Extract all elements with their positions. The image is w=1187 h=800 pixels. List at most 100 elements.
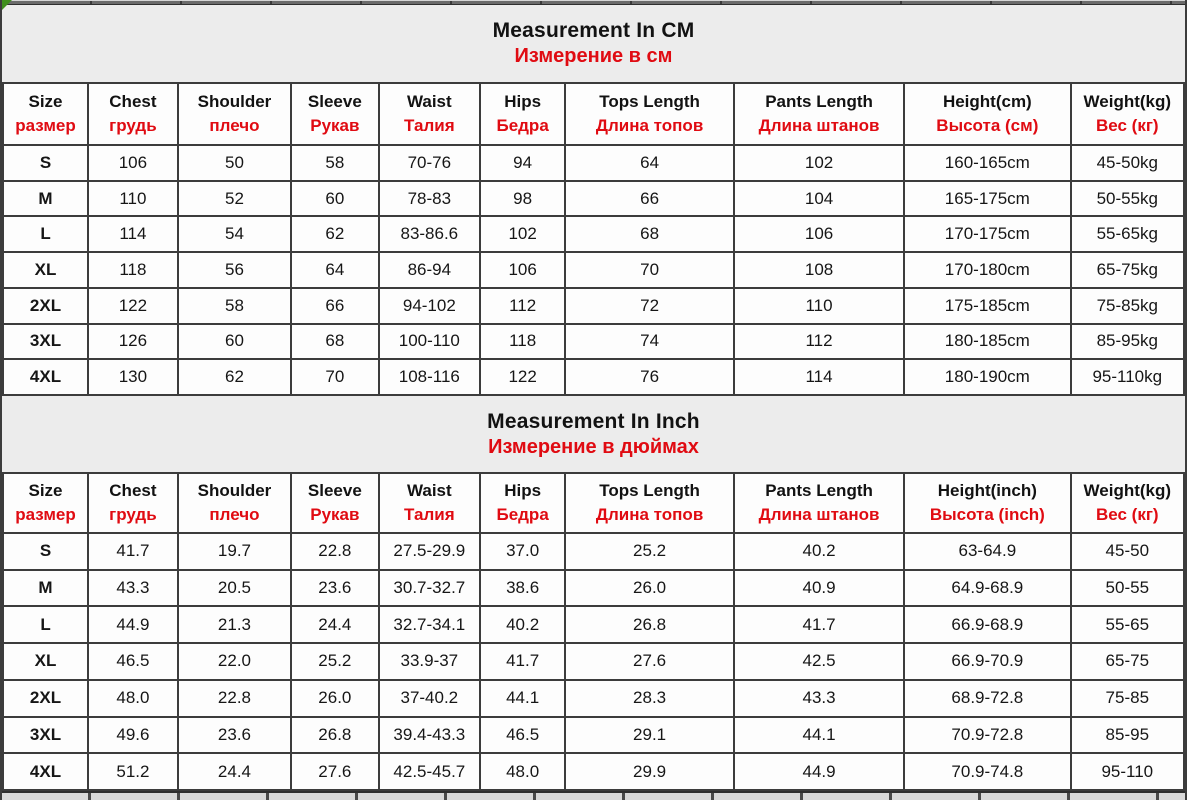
value-cell: 46.5	[479, 715, 567, 755]
column-header-ru: Высота (см)	[936, 115, 1039, 135]
size-cell: XL	[1, 642, 90, 681]
column-header: Waist Талия	[377, 472, 482, 534]
cm-size-table: Size размер Chest грудь Shoulder плечо Sleeve Р…	[1, 82, 1186, 396]
value-cell: 110	[87, 179, 179, 218]
column-header-ru: плечо	[209, 115, 260, 135]
column-header-ru: грудь	[109, 115, 157, 135]
value-cell: 21.3	[176, 605, 293, 645]
value-cell: 40.2	[479, 605, 567, 645]
column-header-ru: Талия	[404, 115, 455, 135]
cm-header-row: Size размер Chest грудь Shoulder плечо Sleeve Р…	[1, 82, 1186, 146]
value-cell: 39.4-43.3	[377, 715, 482, 755]
column-header-ru: плечо	[209, 504, 260, 524]
value-cell: 42.5	[733, 642, 906, 681]
value-cell: 118	[87, 251, 179, 289]
value-cell: 23.6	[290, 568, 380, 608]
cm-table-section: Measurement In CM Измерение в см Size раз…	[1, 5, 1186, 396]
table-row: M 110 52 60 78-83 98 66 104 165-175cm 50-55kg	[1, 179, 1186, 218]
value-cell: 70.9-72.8	[903, 715, 1072, 755]
table-row: S 106 50 58 70-76 94 64 102 160-165cm 45-50kg	[1, 144, 1186, 182]
value-cell: 29.1	[564, 715, 736, 755]
column-header: Shoulder плечо	[176, 472, 293, 534]
size-cell: XL	[1, 251, 90, 289]
column-header-ru: Рукав	[310, 504, 360, 524]
column-header-en: Hips	[504, 92, 542, 112]
value-cell: 37-40.2	[377, 678, 482, 718]
value-cell: 110	[733, 286, 906, 325]
column-header-en: Waist	[406, 481, 452, 501]
value-cell: 44.9	[733, 752, 906, 791]
value-cell: 130	[87, 358, 179, 396]
value-cell: 102	[479, 215, 567, 254]
value-cell: 22.8	[290, 532, 380, 571]
value-cell: 108	[733, 251, 906, 289]
column-header: Sleeve Рукав	[290, 472, 380, 534]
value-cell: 68.9-72.8	[903, 678, 1072, 718]
inch-header-row: Size размер Chest грудь Shoulder плечо Sleeve Р…	[1, 472, 1186, 534]
value-cell: 75-85kg	[1069, 286, 1186, 325]
column-header-en: Size	[28, 92, 63, 112]
value-cell: 46.5	[87, 642, 179, 681]
column-header-en: Weight(kg)	[1083, 92, 1172, 112]
value-cell: 175-185cm	[903, 286, 1072, 325]
inch-title-ru: Измерение в дюймах	[488, 435, 699, 458]
column-header-en: Sleeve	[307, 481, 362, 501]
value-cell: 50-55kg	[1069, 179, 1186, 218]
value-cell: 106	[733, 215, 906, 254]
table-row: 3XL 126 60 68 100-110 118 74 112 180-185cm 85-95k…	[1, 322, 1186, 361]
column-header: Weight(kg) Вес (кг)	[1069, 472, 1186, 534]
value-cell: 26.0	[564, 568, 736, 608]
size-cell: L	[1, 605, 90, 645]
column-header-ru: Вес (кг)	[1095, 115, 1159, 135]
value-cell: 29.9	[564, 752, 736, 791]
value-cell: 126	[87, 322, 179, 361]
column-header-ru: Бедра	[496, 115, 549, 135]
column-header-en: Sleeve	[307, 92, 362, 112]
value-cell: 33.9-37	[377, 642, 482, 681]
value-cell: 95-110	[1069, 752, 1186, 791]
column-header-en: Weight(kg)	[1083, 481, 1172, 501]
value-cell: 64	[564, 144, 736, 182]
value-cell: 68	[564, 215, 736, 254]
value-cell: 100-110	[377, 322, 482, 361]
size-cell: 4XL	[1, 752, 90, 791]
value-cell: 160-165cm	[903, 144, 1072, 182]
column-header-en: Waist	[406, 92, 452, 112]
value-cell: 41.7	[87, 532, 179, 571]
column-header: Size размер	[1, 472, 90, 534]
value-cell: 55-65kg	[1069, 215, 1186, 254]
value-cell: 165-175cm	[903, 179, 1072, 218]
value-cell: 85-95	[1069, 715, 1186, 755]
table-row: 4XL 130 62 70 108-116 122 76 114 180-190cm 95-110…	[1, 358, 1186, 396]
value-cell: 23.6	[176, 715, 293, 755]
cm-title-band: Measurement In CM Измерение в см	[2, 5, 1185, 82]
column-header: Pants Length Длина штанов	[733, 472, 906, 534]
column-header: Shoulder плечо	[176, 82, 293, 146]
size-cell: M	[1, 568, 90, 608]
column-header-en: Chest	[109, 481, 157, 501]
value-cell: 27.6	[290, 752, 380, 791]
value-cell: 60	[290, 179, 380, 218]
value-cell: 52	[176, 179, 293, 218]
value-cell: 40.9	[733, 568, 906, 608]
value-cell: 70.9-74.8	[903, 752, 1072, 791]
value-cell: 41.7	[733, 605, 906, 645]
value-cell: 83-86.6	[377, 215, 482, 254]
column-header-en: Height(cm)	[942, 92, 1032, 112]
cm-table-body: S 106 50 58 70-76 94 64 102 160-165cm 45-50kg M 110…	[1, 144, 1186, 396]
size-cell: 3XL	[1, 715, 90, 755]
value-cell: 44.1	[733, 715, 906, 755]
value-cell: 68	[290, 322, 380, 361]
column-header-ru: Талия	[404, 504, 455, 524]
value-cell: 70	[290, 358, 380, 396]
size-cell: 2XL	[1, 286, 90, 325]
table-row: 4XL 51.2 24.4 27.6 42.5-45.7 48.0 29.9 44.9 70.9…	[1, 752, 1186, 791]
value-cell: 122	[479, 358, 567, 396]
value-cell: 27.6	[564, 642, 736, 681]
inch-size-table: Size размер Chest грудь Shoulder плечо Sleeve Р…	[1, 472, 1186, 791]
column-header-en: Hips	[504, 481, 542, 501]
value-cell: 64.9-68.9	[903, 568, 1072, 608]
value-cell: 85-95kg	[1069, 322, 1186, 361]
value-cell: 64	[290, 251, 380, 289]
